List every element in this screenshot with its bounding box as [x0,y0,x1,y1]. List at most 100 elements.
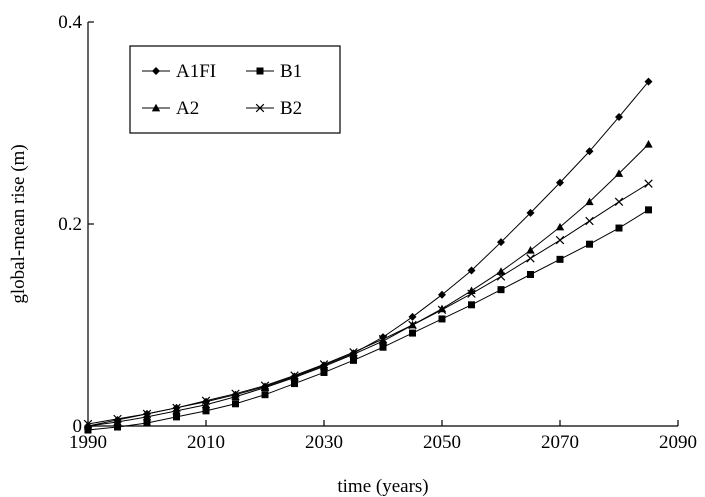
legend-marker [256,67,264,75]
data-point-b2 [555,235,565,245]
x-tick-label: 2030 [305,432,343,453]
y-tick-label: 0.4 [58,12,82,33]
data-point-b2 [614,197,624,207]
data-point-b1 [143,419,151,427]
data-point-a1fi [408,312,417,321]
data-point-b1 [114,423,121,431]
data-point-a2 [201,400,211,409]
legend-entry-b2: B2 [246,98,302,119]
data-point-a2 [555,222,565,231]
data-point-b1 [320,368,328,376]
data-point-b2 [467,289,476,298]
data-point-a2 [83,421,93,430]
data-point-a2 [585,197,594,206]
data-point-b2 [113,414,122,424]
data-point-b2 [437,305,447,315]
series-line-a2 [87,143,649,427]
data-point-a1fi [438,290,446,299]
data-point-b1 [379,343,387,351]
data-point-a2 [172,406,181,415]
legend-entry-a1fi: A1FI [142,61,216,82]
data-point-a1fi [497,238,505,247]
legend-box [129,45,341,134]
data-point-b2 [319,360,329,369]
data-point-a2 [260,383,270,391]
data-point-a2 [526,246,535,254]
series-line-b1 [87,209,649,431]
data-point-a2 [319,362,329,370]
x-tick-label: 2050 [423,432,461,453]
data-point-b1 [497,286,505,294]
data-point-a2 [437,304,447,313]
y-tick-label: 0.2 [58,214,82,235]
x-tick-label: 1990 [69,432,107,453]
x-tick-label: 2010 [187,432,225,453]
series-b1 [84,206,652,434]
y-axis-ticks: 0 0.2 0.4 [58,12,94,437]
y-tick-label: 0 [73,416,83,437]
data-point-a2 [614,169,624,177]
series-b2 [83,179,653,429]
data-point-a1fi [556,178,564,187]
x-tick-label: 2070 [541,432,579,453]
data-point-b2 [644,179,653,188]
data-point-b1 [202,407,210,415]
data-point-b1 [586,240,593,248]
data-point-b1 [350,356,357,364]
data-point-b2 [290,371,299,380]
data-point-b2 [260,381,270,390]
data-point-a2 [231,392,240,401]
legend-label: B2 [280,98,302,119]
data-point-b1 [556,255,564,263]
data-point-b2 [526,254,535,263]
data-point-b1 [615,224,623,232]
legend-entry-b1: B1 [246,61,302,82]
legend-label: A1FI [176,61,216,82]
series-a2 [83,140,653,430]
data-point-a1fi [644,77,653,86]
data-point-b2 [83,419,93,429]
legend-label: A2 [176,98,199,119]
data-point-b1 [468,301,475,309]
x-axis-ticks: 1990 2010 2030 2050 2070 2090 [69,420,697,453]
data-point-a1fi [467,266,476,275]
data-point-b1 [173,413,180,421]
legend: A1FI B1 A2 B2 [129,45,341,134]
data-point-b1 [438,315,446,323]
data-point-a1fi [615,112,623,121]
data-point-a2 [113,417,122,426]
data-point-a2 [142,412,152,421]
data-point-b2 [408,320,417,330]
data-point-b1 [84,426,92,434]
data-point-a2 [290,373,299,381]
data-point-b2 [231,389,240,398]
data-point-a2 [644,140,653,148]
data-point-a2 [349,350,358,358]
data-point-a2 [496,267,506,275]
legend-label: B1 [280,61,302,82]
data-point-b1 [409,329,416,337]
data-point-b1 [645,206,652,214]
data-point-b1 [232,400,239,408]
data-point-b2 [378,334,388,344]
data-point-a1fi [585,147,594,156]
legend-marker [151,103,161,112]
x-axis-label: time (years) [337,476,428,497]
data-point-b2 [142,409,152,419]
data-point-b1 [291,380,298,388]
data-point-a1fi [526,208,535,217]
data-point-b1 [261,391,269,399]
y-axis-label: global-mean rise (m) [8,144,29,303]
data-point-b2 [172,403,181,413]
legend-marker [255,103,265,113]
x-tick-label: 2090 [659,432,697,453]
data-point-b2 [585,216,594,226]
series-line-b2 [87,183,649,425]
data-point-a2 [378,336,388,345]
data-point-b2 [349,348,358,357]
legend-marker [152,67,160,75]
legend-entry-a2: A2 [142,98,199,119]
data-point-b2 [496,272,506,281]
data-point-b1 [527,271,534,278]
